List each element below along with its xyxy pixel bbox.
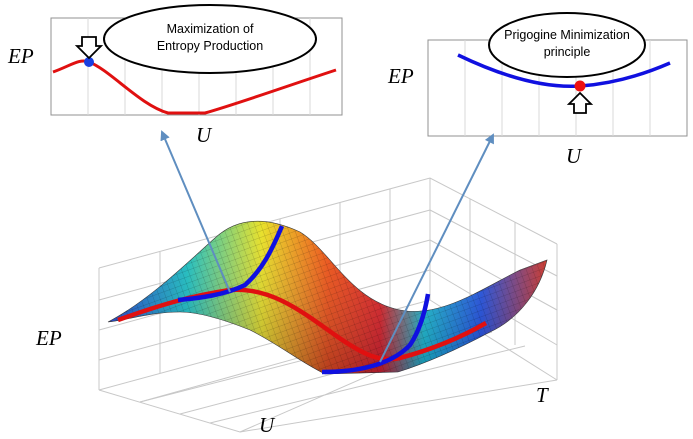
left-bubble-line1: Maximization of xyxy=(167,22,254,36)
surface-y-label: T xyxy=(536,383,549,407)
surface-mesh-lines xyxy=(108,221,547,374)
left-panel: Maximization of Entropy Production EP U xyxy=(7,4,343,147)
left-bubble xyxy=(103,4,317,74)
down-arrow-icon xyxy=(74,36,104,60)
right-bubble-line2: principle xyxy=(544,45,591,59)
surface-x-label: U xyxy=(259,413,276,437)
left-max-point xyxy=(84,57,94,67)
left-y-label: EP xyxy=(7,44,34,68)
up-arrow-icon xyxy=(566,91,594,114)
left-bubble-line2: Entropy Production xyxy=(157,39,263,53)
left-ep-curve xyxy=(52,59,337,115)
right-x-label: U xyxy=(566,144,583,168)
right-y-label: EP xyxy=(387,64,414,88)
surface-min-curve-right xyxy=(321,293,431,375)
surface-plot: EP U T xyxy=(35,177,558,437)
surface-z-label: EP xyxy=(35,326,62,350)
right-min-point xyxy=(574,80,586,92)
right-panel: Prigogine Minimization principle EP U xyxy=(387,12,688,168)
right-bubble xyxy=(488,12,646,78)
right-connector-arrow xyxy=(379,133,494,363)
surface-min-curve-left xyxy=(177,225,285,303)
left-connector-arrow xyxy=(160,130,231,293)
left-x-label: U xyxy=(196,123,213,147)
right-bubble-line1: Prigogine Minimization xyxy=(504,28,630,42)
